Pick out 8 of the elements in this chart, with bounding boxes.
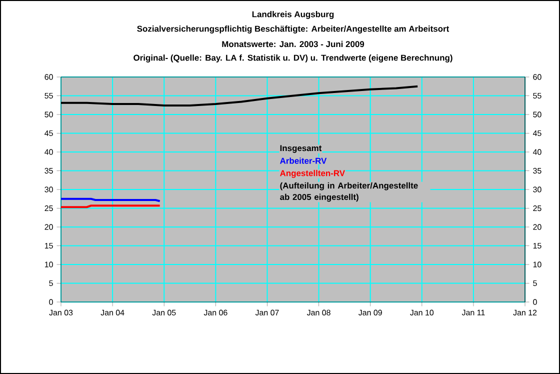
chart-subtitle: Sozialversicherungspflichtig Beschäftigte: Arbeiter/Angestellte am Arbeitsort	[137, 26, 450, 34]
text: Arbeiter-RV	[280, 158, 327, 164]
text: Monatswerte: Jan. 2003 - Juni 2009	[222, 40, 364, 48]
text: Original- (Quelle: Bay. LA f. Statistik u. DV) u. Trendwerte (eigene Berechnung)	[134, 54, 452, 62]
text: Insgesamt	[280, 145, 322, 153]
annotation: (Aufteilung in Arbeiter/Angestellte ab 2005 eingestellt)	[280, 182, 418, 202]
chart-title: Landkreis Augsburg	[252, 11, 334, 19]
text: Angestellten-RV	[280, 170, 345, 178]
